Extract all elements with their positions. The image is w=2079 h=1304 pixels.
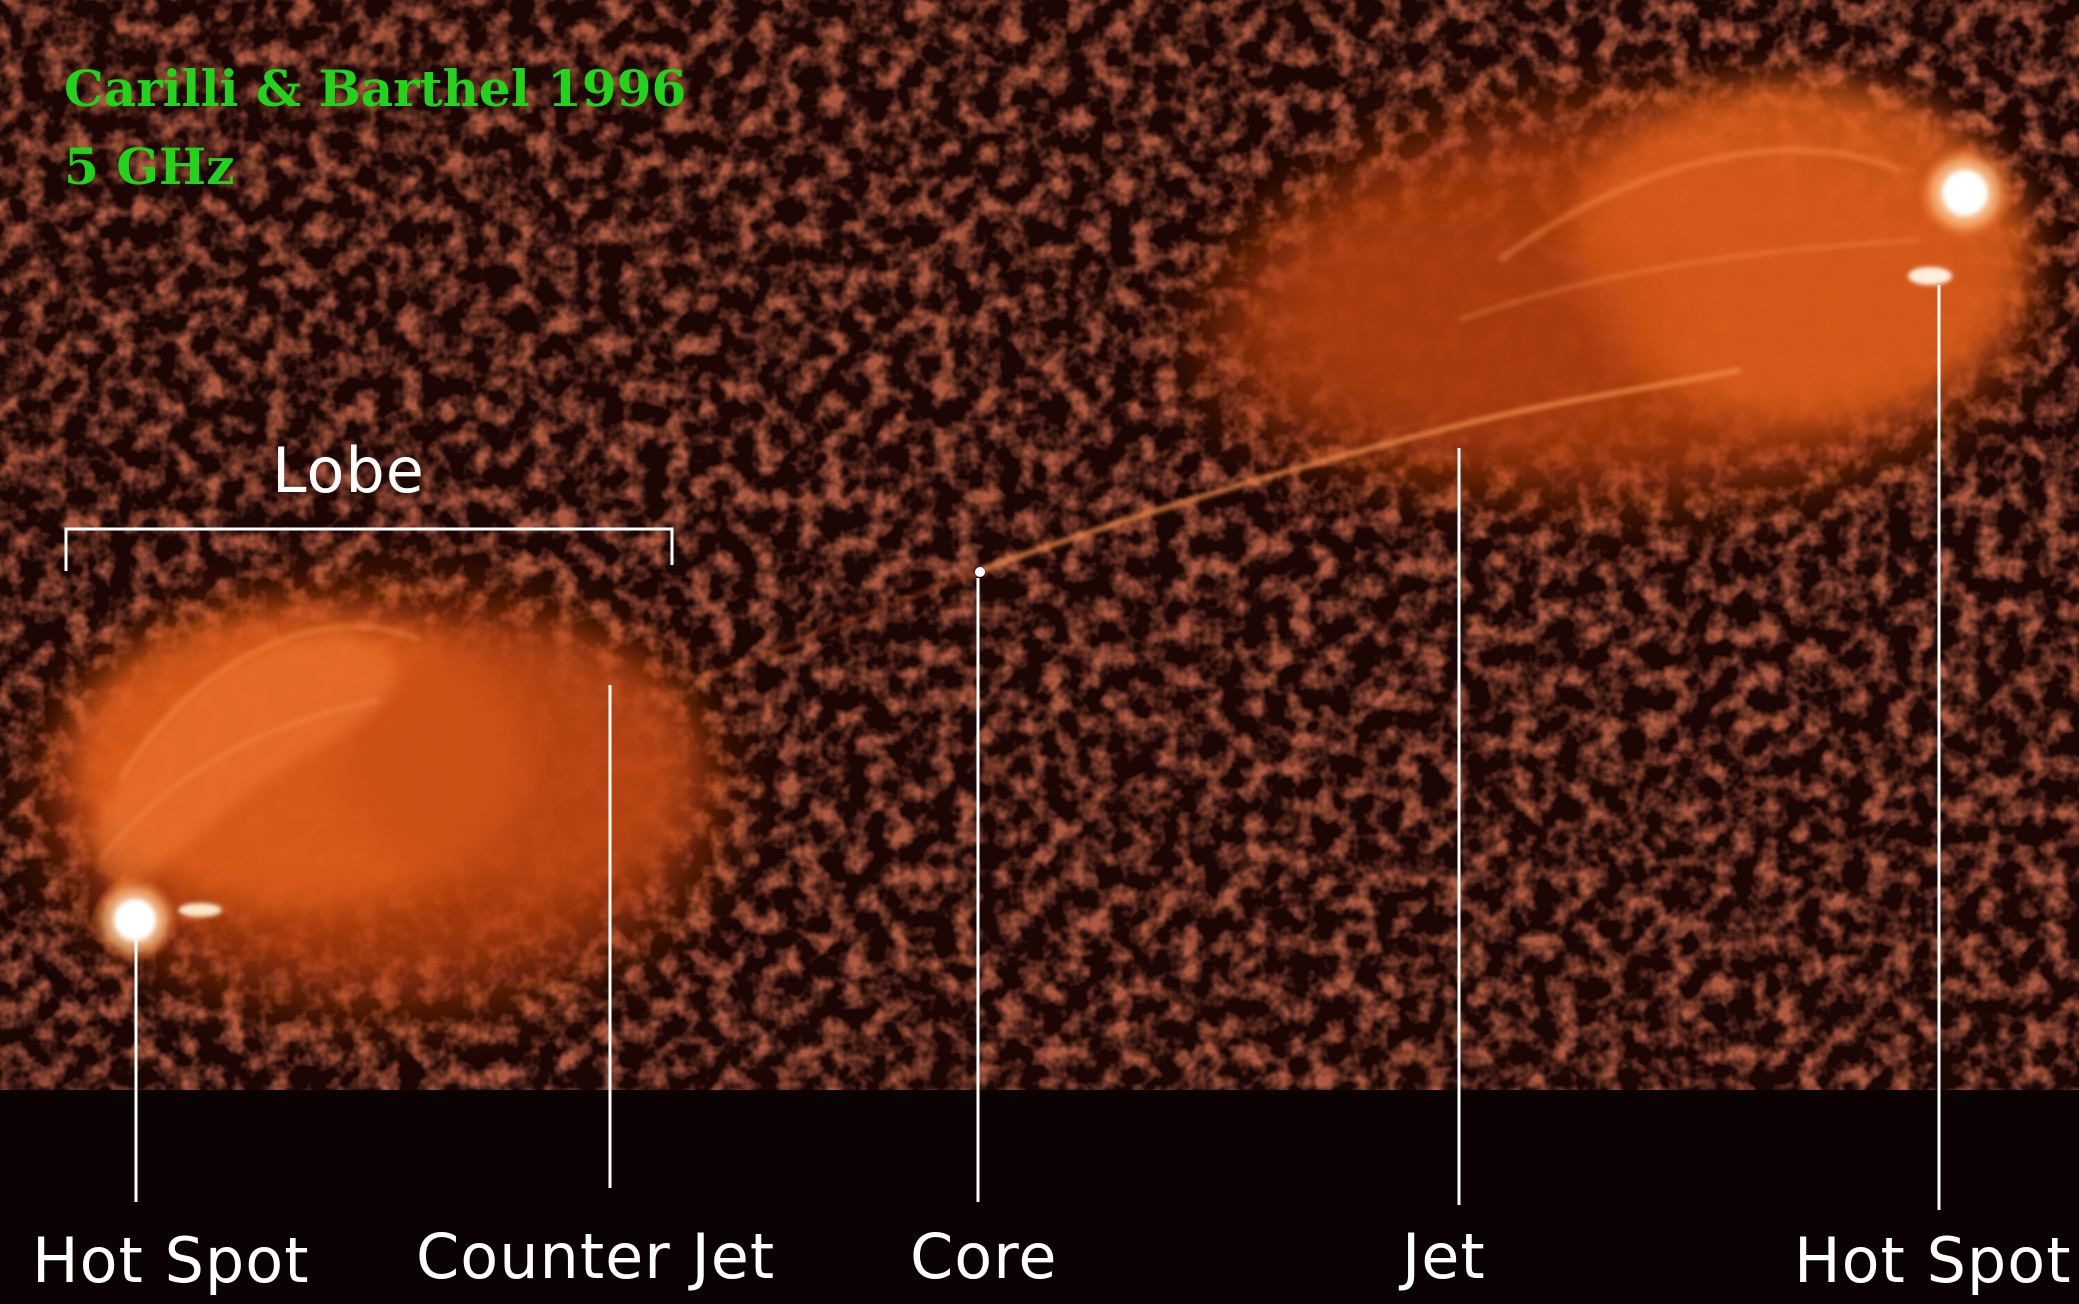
hot-spot-left-label: Hot Spot [32, 1224, 310, 1297]
counter-jet-label: Counter Jet [416, 1220, 776, 1293]
lobe-bracket [64, 527, 674, 571]
left-hot-spot-emission [91, 876, 222, 964]
counter-jet-emission [699, 570, 981, 682]
citation-credit: Carilli & Barthel 1996 [64, 59, 687, 118]
right-hot-spot-emission [1908, 145, 2013, 285]
lobe-label: Lobe [272, 434, 425, 507]
core-emission [975, 567, 985, 577]
jet-label: Jet [1402, 1220, 1486, 1293]
hot-spot-right-label: Hot Spot [1794, 1224, 2072, 1297]
right-lobe-emission [1200, 80, 2030, 490]
frequency-credit: 5 GHz [64, 137, 235, 196]
jet-emission [979, 367, 1741, 573]
core-label: Core [910, 1220, 1058, 1293]
footer-band [0, 1090, 2079, 1304]
